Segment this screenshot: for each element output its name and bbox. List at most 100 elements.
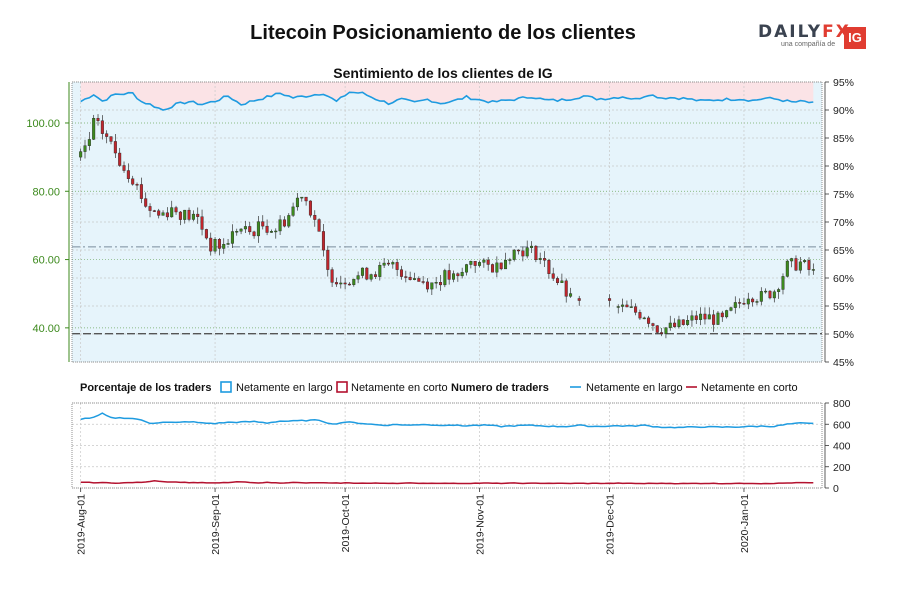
candle-body <box>378 265 382 277</box>
candle-body <box>746 298 750 305</box>
candle-body <box>725 310 729 318</box>
candle-body <box>382 262 386 266</box>
count-tick-label: 600 <box>833 419 851 431</box>
price-candle <box>647 315 651 328</box>
candle-body <box>395 262 399 270</box>
price-candle <box>330 267 334 288</box>
candle-body <box>785 260 789 277</box>
price-candle <box>482 258 486 268</box>
candle-body <box>317 219 321 232</box>
candle-body <box>118 152 122 166</box>
price-candle <box>478 260 482 268</box>
price-candle <box>538 252 542 265</box>
candle-body <box>161 212 165 216</box>
price-candle <box>421 276 425 285</box>
candle-body <box>417 278 421 282</box>
price-candle <box>755 299 759 306</box>
candle-body <box>577 298 581 301</box>
price-candle <box>87 131 91 151</box>
price-candle <box>152 209 156 213</box>
candle-body <box>694 315 698 320</box>
pct-tick-label: 80% <box>833 161 854 173</box>
candle-body <box>456 273 460 277</box>
price-candle <box>317 218 321 232</box>
candle-body <box>92 118 96 140</box>
candle-body <box>660 332 664 334</box>
candle-body <box>87 139 91 146</box>
price-candle <box>534 245 538 263</box>
candle-body <box>530 245 534 248</box>
candle-body <box>534 245 538 260</box>
price-candle <box>707 307 711 320</box>
candle-body <box>517 249 521 252</box>
candle-body <box>204 229 208 239</box>
price-candle <box>417 276 421 282</box>
price-candle <box>456 272 460 282</box>
candle-body <box>313 215 317 220</box>
pct-tick-label: 90% <box>833 105 854 117</box>
price-candle <box>360 267 364 279</box>
price-candle <box>122 161 126 173</box>
date-tick-label: 2019-Dec-01 <box>605 494 617 555</box>
price-candle <box>699 307 703 326</box>
candle-body <box>183 209 187 220</box>
candle-body <box>291 206 295 216</box>
price-candle <box>161 210 165 216</box>
price-candle <box>157 208 161 219</box>
price-candle <box>287 213 291 228</box>
candle-body <box>148 206 152 211</box>
price-candle <box>382 258 386 268</box>
price-candle <box>517 249 521 255</box>
price-candle <box>139 177 143 204</box>
price-candle <box>291 202 295 218</box>
date-tick-label: 2019-Nov-01 <box>475 494 487 555</box>
count-tick-label: 200 <box>833 462 851 474</box>
legend-pct-long-swatch <box>220 381 232 393</box>
candle-body <box>712 314 716 325</box>
candle-body <box>365 267 369 280</box>
candle-body <box>404 276 408 278</box>
legend-num-short: Netamente en corto <box>701 382 798 394</box>
price-candle <box>339 275 343 289</box>
price-candle <box>269 229 273 233</box>
price-candle <box>569 287 573 298</box>
price-candle <box>781 273 785 295</box>
price-candle <box>131 175 135 186</box>
candle-body <box>252 231 256 237</box>
candle-body <box>356 275 360 280</box>
long-pct-line <box>80 91 814 111</box>
candle-body <box>629 306 633 308</box>
candle-body <box>707 314 711 320</box>
candle-body <box>157 210 161 216</box>
logo-tagline: una compañía de <box>781 41 836 48</box>
price-candle <box>629 299 633 308</box>
price-candle <box>660 328 664 337</box>
price-candle <box>113 133 117 158</box>
price-candle <box>183 209 187 224</box>
price-candle <box>746 292 750 310</box>
price-candle <box>278 215 282 236</box>
price-candle <box>187 207 191 222</box>
price-candle <box>300 196 304 202</box>
price-candle <box>560 273 564 283</box>
price-candle <box>499 262 503 271</box>
candle-body <box>720 312 724 318</box>
count-frame <box>71 402 823 489</box>
price-candle <box>256 215 260 243</box>
candle-body <box>274 230 278 233</box>
price-candle <box>621 298 625 313</box>
price-candle <box>412 272 416 281</box>
candle-body <box>300 196 304 199</box>
price-candle <box>794 255 798 272</box>
candle-body <box>777 289 781 292</box>
candle-body <box>482 259 486 263</box>
candle-body <box>261 221 265 227</box>
candle-body <box>664 327 668 334</box>
candle-body <box>248 226 252 233</box>
candle-body <box>170 207 174 218</box>
candle-body <box>122 165 126 171</box>
candle-body <box>295 197 299 208</box>
price-candle <box>638 309 642 320</box>
candle-body <box>174 207 178 213</box>
price-candle <box>230 224 234 248</box>
